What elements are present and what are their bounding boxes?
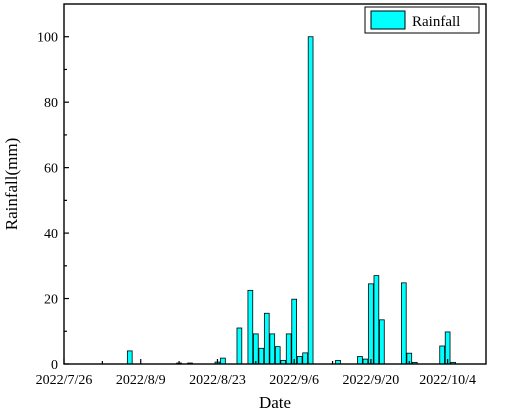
bar bbox=[126, 350, 133, 365]
y-tick-label: 0 bbox=[51, 358, 58, 373]
y-tick-label: 80 bbox=[44, 96, 58, 111]
bar bbox=[362, 358, 369, 365]
legend-label: Rainfall bbox=[412, 14, 460, 30]
x-axis: 2022/7/26 2022/8/9 2022/8/23 2022/9/6 2022/9… bbox=[36, 359, 476, 388]
bar bbox=[373, 275, 380, 365]
y-tick-label: 20 bbox=[44, 293, 58, 308]
x-tick-label: 2022/9/6 bbox=[269, 373, 319, 388]
bar bbox=[439, 345, 445, 365]
x-tick-label: 2022/8/23 bbox=[189, 373, 246, 388]
bar bbox=[247, 289, 254, 365]
legend-swatch bbox=[370, 10, 406, 30]
bar bbox=[302, 352, 308, 365]
legend: Rainfall bbox=[364, 6, 480, 34]
bar bbox=[357, 356, 363, 365]
bar bbox=[274, 346, 281, 365]
bar bbox=[258, 347, 265, 365]
bar bbox=[307, 36, 314, 365]
bar bbox=[379, 319, 385, 365]
y-tick-label: 40 bbox=[44, 227, 58, 242]
x-tick-label: 2022/8/9 bbox=[116, 373, 166, 388]
bar bbox=[253, 333, 259, 365]
bar bbox=[263, 312, 270, 365]
y-tick-label: 100 bbox=[37, 31, 58, 46]
x-tick-label: 2022/9/20 bbox=[343, 373, 400, 388]
y-axis-title: Rainfall(mm) bbox=[2, 138, 21, 231]
bar bbox=[291, 298, 297, 365]
x-tick-label: 2022/10/4 bbox=[419, 373, 476, 388]
bars-layer bbox=[126, 36, 456, 365]
y-tick-label: 60 bbox=[44, 162, 58, 177]
bar bbox=[236, 327, 243, 365]
plot-frame bbox=[63, 3, 487, 365]
bar bbox=[400, 282, 407, 365]
x-tick-label: 2022/7/26 bbox=[36, 373, 93, 388]
bar bbox=[269, 333, 276, 365]
bar bbox=[368, 283, 374, 365]
bar bbox=[296, 356, 303, 365]
bar bbox=[220, 357, 226, 365]
y-axis: 0 20 40 60 80 100 bbox=[37, 31, 69, 373]
bar bbox=[285, 333, 292, 365]
x-axis-title: Date bbox=[259, 393, 291, 412]
